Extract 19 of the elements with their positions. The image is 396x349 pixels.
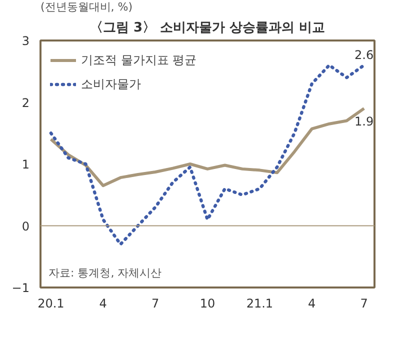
legend-label: 소비자물가 <box>81 76 141 92</box>
data-label: 2.6 <box>354 48 374 62</box>
x-tick-label: 4 <box>99 296 107 310</box>
annotation: 자료: 통계청, 자체시산 <box>48 266 162 280</box>
x-tick-label: 7 <box>360 296 368 310</box>
chart-title: 〈그림 3〉 소비자물가 상승률과의 비교 <box>90 20 326 36</box>
x-tick-label: 4 <box>308 296 316 310</box>
y-tick-label: 3 <box>22 34 30 48</box>
y-tick-label: −1 <box>12 281 30 295</box>
y-tick-label: 1 <box>22 158 30 172</box>
x-tick-label: 10 <box>200 296 216 310</box>
x-tick-label: 20.1 <box>38 296 64 310</box>
x-tick-label: 21.1 <box>246 296 274 310</box>
x-tick-label: 7 <box>151 296 160 310</box>
y-axis-title: (전년동월대비, %) <box>40 0 133 14</box>
y-tick-label: 2 <box>22 96 30 110</box>
data-label: 1.9 <box>354 114 374 128</box>
y-tick-label: 0 <box>22 219 30 234</box>
legend-label: 기조적 물가지표 평균 <box>81 52 197 68</box>
